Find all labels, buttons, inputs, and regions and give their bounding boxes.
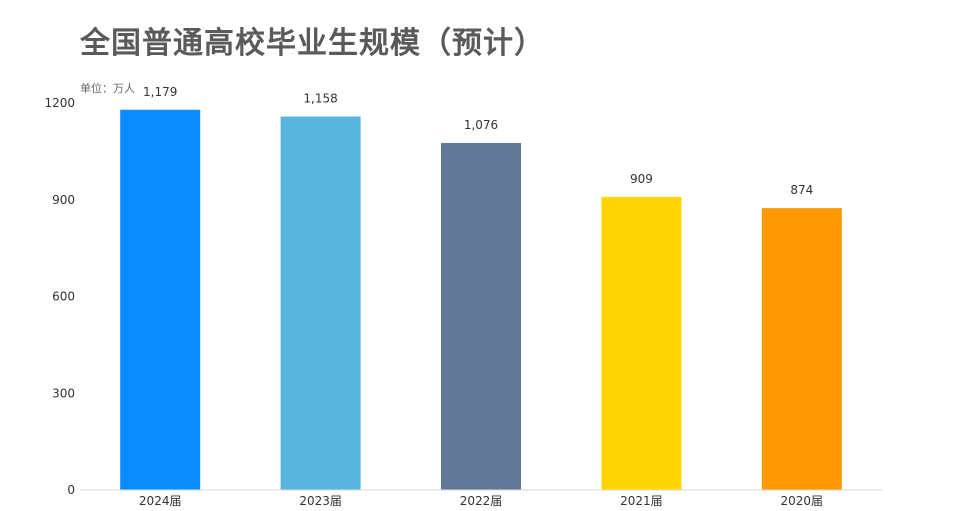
data-label: 909 xyxy=(630,172,653,186)
x-tick-label: 2024届 xyxy=(139,494,182,508)
x-tick-label: 2022届 xyxy=(460,494,503,508)
bar xyxy=(280,116,361,491)
y-tick-label: 300 xyxy=(52,386,75,400)
data-label: 1,179 xyxy=(143,85,177,99)
y-tick-label: 1200 xyxy=(44,96,75,110)
data-labels: 1,179 1,158 1,076 909 874 xyxy=(143,85,813,197)
x-tick-label: 2020届 xyxy=(781,494,824,508)
x-tick-label: 2021届 xyxy=(620,494,663,508)
x-axis: 2024届 2023届 2022届 2021届 2020届 xyxy=(139,494,823,508)
bar xyxy=(120,109,201,491)
chart-title: 全国普通高校毕业生规模（预计） xyxy=(80,26,545,61)
y-tick-label: 600 xyxy=(52,290,75,304)
unit-label: 单位：万人 xyxy=(80,82,135,95)
y-axis: 0 300 600 900 1200 xyxy=(44,96,75,497)
y-tick-label: 900 xyxy=(52,193,75,207)
bar xyxy=(761,208,842,490)
bar xyxy=(441,142,521,491)
bars xyxy=(120,109,842,491)
data-label: 1,158 xyxy=(303,92,337,106)
bar xyxy=(601,196,682,490)
data-label: 1,076 xyxy=(464,118,498,132)
y-tick-label: 0 xyxy=(67,483,75,497)
x-tick-label: 2023届 xyxy=(299,494,342,508)
data-label: 874 xyxy=(790,183,813,197)
